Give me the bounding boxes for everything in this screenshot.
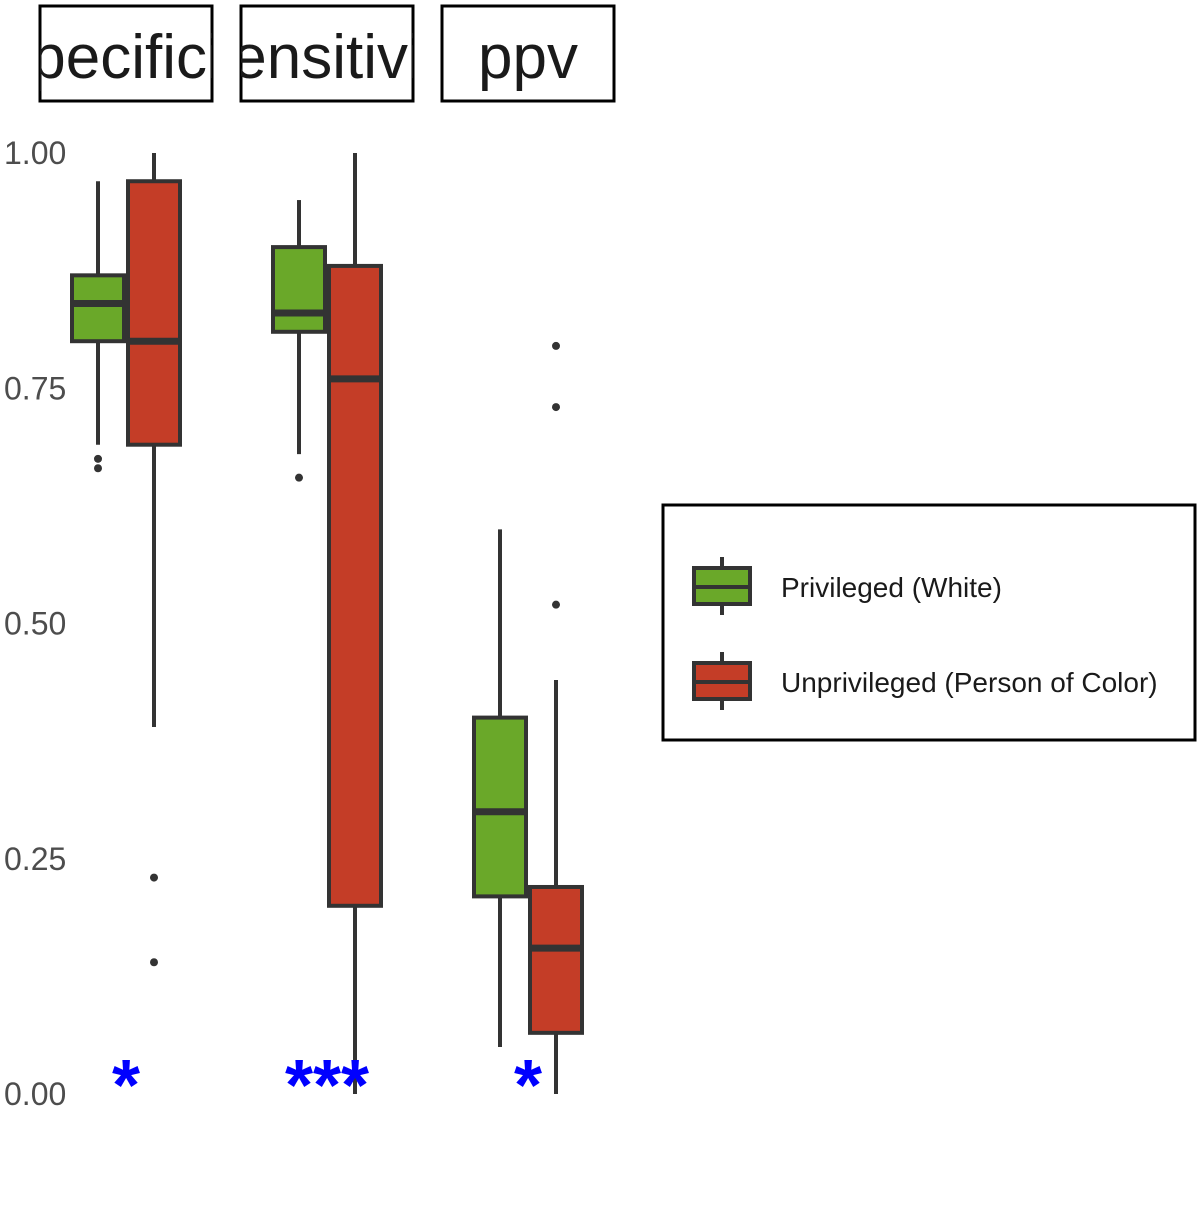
facet-strips: pecifici ensitivi ppv	[31, 4, 616, 103]
y-tick-label: 1.00	[4, 135, 66, 171]
iqr-box	[70, 273, 126, 344]
facet-strip-box	[440, 4, 616, 103]
y-tick-label: 0.75	[4, 370, 66, 406]
legend-entry-privileged: Privileged (White)	[692, 557, 1002, 615]
significance-marker-ppv: *	[514, 1046, 542, 1126]
legend-label: Unprivileged (Person of Color)	[781, 667, 1158, 698]
box-layer	[70, 153, 584, 1094]
box-specificity-privileged	[70, 181, 126, 473]
box-ppv-unprivileged	[528, 341, 584, 1094]
box-ppv-privileged	[472, 529, 528, 1047]
facet-strip-box	[239, 4, 415, 103]
box-sensitivity-privileged	[271, 200, 327, 482]
iqr-box	[271, 245, 327, 334]
legend: Privileged (White) Unprivileged (Person o…	[661, 503, 1197, 742]
facet-strip-label: pecifici	[31, 23, 221, 92]
iqr-box	[528, 884, 584, 1035]
facet-strip-box	[38, 4, 214, 103]
outlier-point	[552, 403, 560, 412]
outlier-point	[94, 454, 102, 463]
significance-annotations: * *** *	[112, 1046, 542, 1126]
significance-marker-sensitivity: ***	[285, 1046, 369, 1126]
y-tick-label: 0.25	[4, 841, 66, 877]
outlier-point	[150, 873, 158, 882]
facet-strip-sensitivity: ensitivi	[232, 4, 422, 103]
facet-strip-label: ensitivi	[232, 23, 422, 92]
iqr-box	[126, 179, 182, 447]
legend-box	[661, 503, 1197, 742]
outlier-point	[552, 600, 560, 609]
outlier-point	[94, 464, 102, 473]
box-specificity-unprivileged	[126, 153, 182, 967]
legend-entry-unprivileged: Unprivileged (Person of Color)	[692, 652, 1158, 710]
y-tick-label: 0.50	[4, 606, 66, 642]
y-axis: 0.00 0.25 0.50 0.75 1.00	[4, 135, 66, 1112]
outlier-point	[150, 958, 158, 967]
y-tick-label: 0.00	[4, 1076, 66, 1112]
outlier-point	[552, 341, 560, 350]
iqr-box	[472, 715, 528, 899]
significance-marker-specificity: *	[112, 1046, 140, 1126]
iqr-box	[327, 263, 383, 908]
box-sensitivity-unprivileged	[327, 153, 383, 1094]
facet-strip-specificity: pecifici	[31, 4, 221, 103]
facet-strip-ppv: ppv	[440, 4, 616, 103]
legend-label: Privileged (White)	[781, 572, 1002, 603]
facet-strip-label: ppv	[478, 23, 578, 92]
outlier-point	[295, 473, 303, 482]
